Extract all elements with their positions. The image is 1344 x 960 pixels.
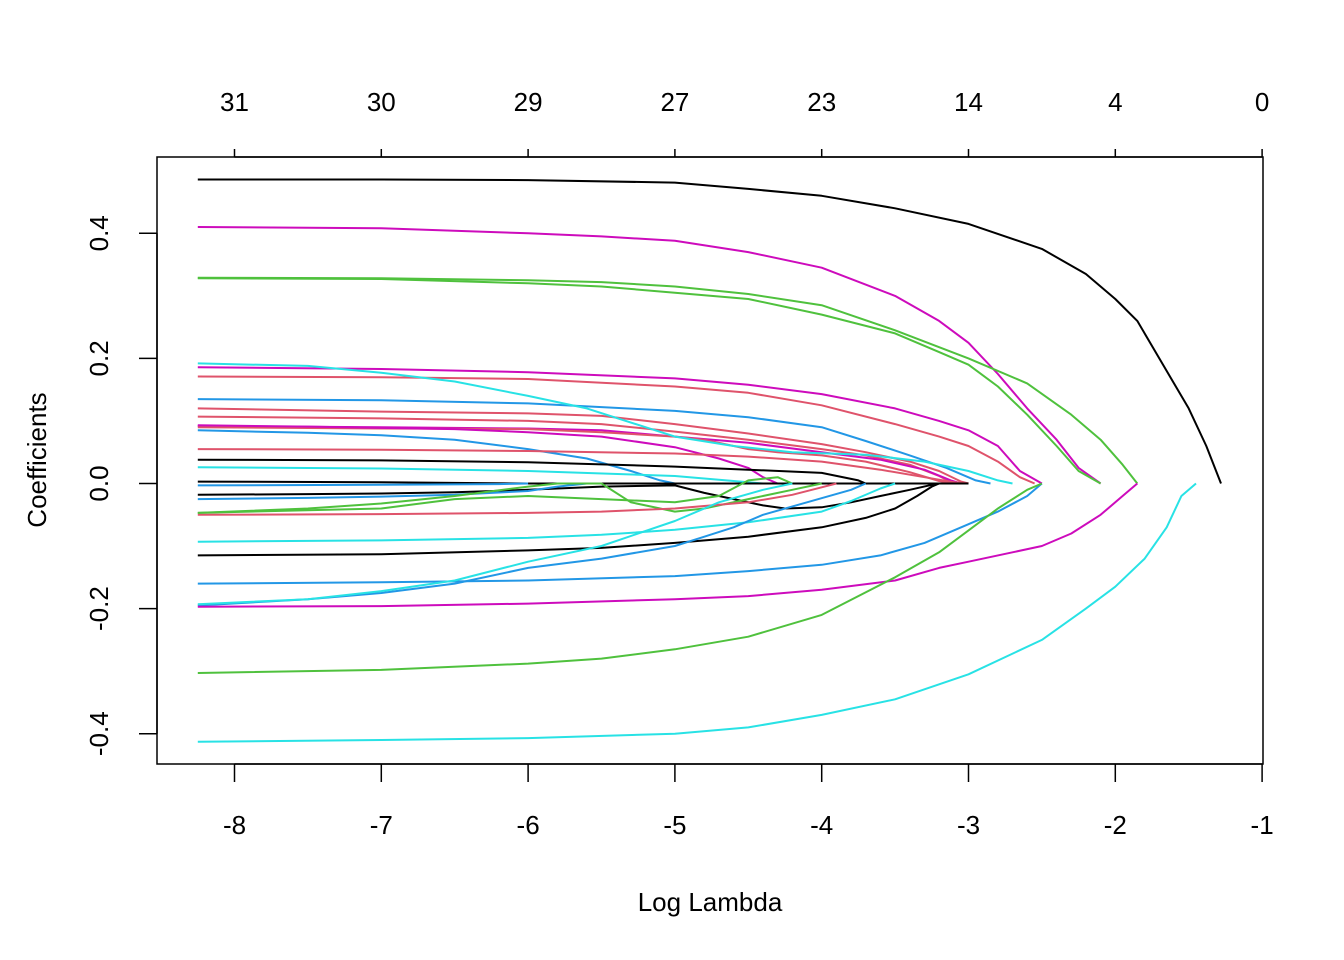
series-line-18 xyxy=(197,480,969,485)
top-tick-label: 4 xyxy=(1108,87,1122,117)
series-line-32 xyxy=(197,482,1197,743)
series-line-22 xyxy=(197,482,822,514)
series-line-5 xyxy=(197,366,1043,485)
series-line-1 xyxy=(197,178,1222,484)
y-tick-label: -0.2 xyxy=(84,586,114,631)
x-tick-label: -2 xyxy=(1104,810,1127,840)
x-tick-label: -8 xyxy=(223,810,246,840)
top-tick-label: 29 xyxy=(514,87,543,117)
series-line-26 xyxy=(197,482,940,557)
y-tick-label: -0.4 xyxy=(84,711,114,756)
series-line-4 xyxy=(197,276,1139,485)
series-line-12 xyxy=(197,429,676,485)
bottom-axis: -8 -7 -6 -5 -4 -3 -2 -1 xyxy=(223,763,1274,840)
y-tick-label: 0.4 xyxy=(84,215,114,251)
series-line-3 xyxy=(197,277,1102,485)
series-layer xyxy=(197,178,1222,743)
series-line-2 xyxy=(197,226,1102,485)
series-line-8 xyxy=(197,407,969,485)
series-line-15 xyxy=(197,448,969,485)
top-tick-label: 31 xyxy=(220,87,249,117)
top-tick-label: 30 xyxy=(367,87,396,117)
top-tick-label: 27 xyxy=(660,87,689,117)
x-tick-label: -1 xyxy=(1251,810,1274,840)
series-line-21 xyxy=(197,482,587,501)
x-tick-label: -7 xyxy=(370,810,393,840)
series-line-13 xyxy=(197,362,1013,485)
series-line-29 xyxy=(197,482,793,606)
series-line-14 xyxy=(197,424,779,485)
series-line-24 xyxy=(197,476,793,514)
x-tick-label: -3 xyxy=(957,810,980,840)
series-line-19 xyxy=(197,482,529,487)
series-line-28 xyxy=(197,482,867,607)
y-tick-label: 0.2 xyxy=(84,340,114,376)
series-line-25 xyxy=(197,482,896,543)
series-line-6 xyxy=(197,375,1035,485)
x-axis-title: Log Lambda xyxy=(638,887,783,917)
series-line-31 xyxy=(197,482,1043,674)
series-line-30 xyxy=(197,482,1138,608)
series-line-17 xyxy=(197,466,764,485)
top-tick-label: 0 xyxy=(1255,87,1269,117)
series-line-16 xyxy=(197,458,867,485)
x-tick-label: -5 xyxy=(663,810,686,840)
top-axis: 31 30 29 27 23 14 4 0 xyxy=(220,87,1269,158)
left-axis: -0.4 -0.2 0.0 0.2 0.4 xyxy=(84,215,158,756)
top-tick-label: 23 xyxy=(807,87,836,117)
series-line-27 xyxy=(197,482,1043,585)
series-line-11 xyxy=(197,426,954,485)
y-axis-title: Coefficients xyxy=(22,392,52,527)
x-tick-label: -4 xyxy=(810,810,833,840)
x-tick-label: -6 xyxy=(517,810,540,840)
series-line-7 xyxy=(197,398,991,485)
top-tick-label: 14 xyxy=(954,87,983,117)
y-tick-label: 0.0 xyxy=(84,465,114,501)
series-line-23 xyxy=(197,482,837,516)
